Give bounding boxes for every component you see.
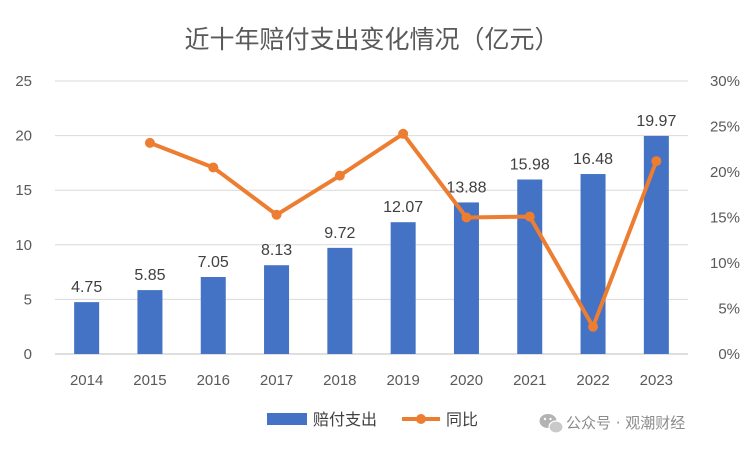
x-tick-label: 2014 (70, 372, 103, 389)
bar-data-label: 19.97 (636, 113, 676, 130)
bar (517, 179, 543, 354)
right-tick-label: 30% (710, 73, 740, 90)
x-tick-label: 2020 (450, 372, 483, 389)
legend-label-line: 同比 (446, 410, 478, 429)
x-tick-label: 2021 (513, 372, 546, 389)
bar-data-label: 13.88 (446, 179, 486, 196)
bar (643, 135, 669, 354)
right-tick-label: 25% (710, 119, 740, 136)
x-tick-label: 2017 (260, 372, 293, 389)
left-tick-label: 15 (15, 182, 32, 199)
bar (390, 222, 416, 354)
left-tick-label: 10 (15, 237, 32, 254)
line-marker (271, 209, 282, 220)
bar-data-label: 16.48 (573, 151, 613, 168)
chart-title: 近十年赔付支出变化情况（亿元） (184, 25, 559, 54)
right-tick-label: 5% (718, 301, 740, 318)
legend-label-bar: 赔付支出 (313, 410, 377, 429)
bar (264, 265, 290, 354)
x-tick-label: 2019 (386, 372, 419, 389)
x-axis-ticks: 2014 2015 2016 2017 2018 2019 2020 2021 2022 2023 (70, 372, 673, 389)
bar-data-label: 8.13 (261, 242, 292, 259)
x-tick-label: 2022 (576, 372, 609, 389)
line-marker (651, 156, 662, 167)
left-axis-ticks: 0 5 10 15 20 25 (15, 73, 32, 363)
line-marker (334, 170, 345, 181)
x-tick-label: 2018 (323, 372, 356, 389)
x-tick-label: 2016 (197, 372, 230, 389)
watermark-text: 公众号 · 观潮财经 (566, 414, 685, 432)
line-marker (524, 211, 535, 222)
left-tick-label: 20 (15, 128, 32, 145)
x-tick-label: 2015 (133, 372, 166, 389)
left-tick-label: 25 (15, 73, 32, 90)
bar-data-label: 12.07 (383, 199, 423, 216)
bar-data-label: 5.85 (134, 267, 165, 284)
line-marker (398, 128, 409, 139)
left-tick-label: 5 (24, 291, 32, 308)
line-marker (588, 321, 599, 332)
legend: 赔付支出 同比 (267, 410, 478, 429)
line-marker (461, 212, 472, 223)
bar (453, 202, 479, 354)
right-tick-label: 20% (710, 164, 740, 181)
line-marker (208, 162, 219, 173)
line-series (144, 128, 662, 332)
bar-series (74, 135, 669, 354)
bar (200, 277, 226, 354)
bar (74, 302, 100, 354)
bar-data-label: 9.72 (324, 225, 355, 242)
right-axis-ticks: 0% 5% 10% 15% 20% 25% 30% (710, 73, 740, 363)
legend-marker-line (416, 414, 426, 424)
bar-data-label: 4.75 (71, 279, 102, 296)
bar-data-label: 7.05 (198, 254, 229, 271)
wechat-icon (539, 414, 564, 434)
right-tick-label: 10% (710, 255, 740, 272)
left-tick-label: 0 (24, 346, 32, 363)
bar-data-label: 15.98 (510, 156, 550, 173)
right-tick-label: 0% (718, 346, 740, 363)
legend-swatch-bar (267, 413, 307, 425)
x-tick-label: 2023 (640, 372, 673, 389)
right-tick-label: 15% (710, 210, 740, 227)
line-marker (144, 137, 155, 148)
bar (137, 290, 163, 354)
bar (327, 247, 353, 354)
watermark: 公众号 · 观潮财经 (539, 414, 685, 434)
bar-data-labels: 4.75 5.85 7.05 8.13 9.72 12.07 13.88 15.98 16.48… (71, 113, 676, 296)
